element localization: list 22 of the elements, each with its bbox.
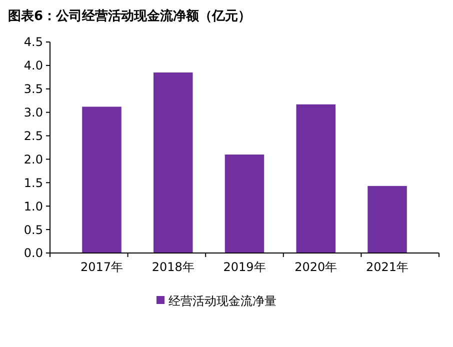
bar [368, 186, 407, 253]
bar [82, 106, 122, 253]
legend-label: 经营活动现金流净量 [168, 294, 276, 308]
y-tick-label: 1.0 [24, 199, 43, 214]
chart-title: 图表6：公司经营活动现金流净额（亿元） [8, 8, 252, 24]
y-tick-label: 1.5 [24, 176, 43, 190]
x-tick-label: 2019年 [223, 260, 266, 274]
y-tick-label: 4.0 [24, 58, 43, 73]
y-tick-label: 0.0 [24, 246, 43, 260]
bar [153, 72, 193, 253]
x-tick-label: 2018年 [152, 260, 194, 274]
bar [224, 154, 264, 253]
bar [296, 104, 336, 253]
x-tick-label: 2021年 [366, 260, 409, 274]
y-tick-label: 4.5 [24, 35, 43, 50]
y-tick-label: 3.5 [24, 82, 43, 96]
y-tick-label: 2.0 [24, 152, 43, 166]
y-tick-label: 2.5 [24, 128, 43, 143]
y-tick-label: 0.5 [24, 222, 43, 237]
x-tick-label: 2020年 [294, 260, 338, 274]
y-tick-label: 3.0 [24, 106, 43, 120]
x-tick-label: 2017年 [80, 260, 124, 274]
